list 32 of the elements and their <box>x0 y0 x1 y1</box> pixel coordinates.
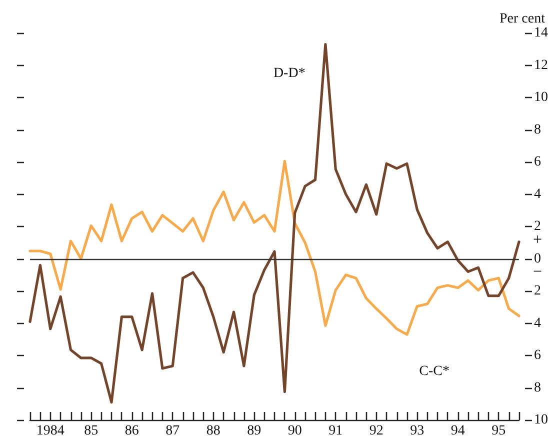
x-tick-label: 88 <box>206 424 220 438</box>
x-tick-label: 85 <box>84 424 98 438</box>
y-tick-label: 4 <box>534 186 541 202</box>
x-tick-label: 87 <box>166 424 180 438</box>
line-series <box>28 42 520 404</box>
text: C-C* <box>419 364 450 379</box>
y-tick-label: 6 <box>534 154 541 170</box>
x-tick-label: 95 <box>492 424 506 438</box>
y-tick-label: 2 <box>534 284 541 298</box>
x-tick-label: 1984 <box>36 424 64 438</box>
y-tick-label: 2 <box>534 219 541 234</box>
text: − <box>532 264 542 280</box>
x-tick-label: 86 <box>124 424 139 438</box>
text: + <box>532 232 542 248</box>
y-tick-label: 6 <box>534 348 541 363</box>
x-tick-label: 92 <box>369 424 384 438</box>
y-tick-label: 10 <box>534 412 548 428</box>
x-tick-label: 89 <box>247 424 262 438</box>
y-axis-title: Per cent <box>500 12 546 27</box>
y-tick-label: 12 <box>534 58 548 73</box>
x-tick-label: 91 <box>328 424 343 438</box>
y-tick-label: 8 <box>534 380 541 396</box>
y-tick-label: 8 <box>534 122 541 138</box>
x-tick-label: 94 <box>450 424 465 438</box>
y-tick-label: 0 <box>534 251 541 266</box>
line-series <box>28 160 520 336</box>
y-tick-label: 10 <box>534 90 548 105</box>
x-tick-label: 93 <box>410 424 424 438</box>
x-tick-label: 90 <box>288 424 302 438</box>
y-tick-label: 14 <box>534 26 548 40</box>
series-label: D-D* <box>273 66 306 81</box>
y-tick-label: 4 <box>534 316 541 331</box>
